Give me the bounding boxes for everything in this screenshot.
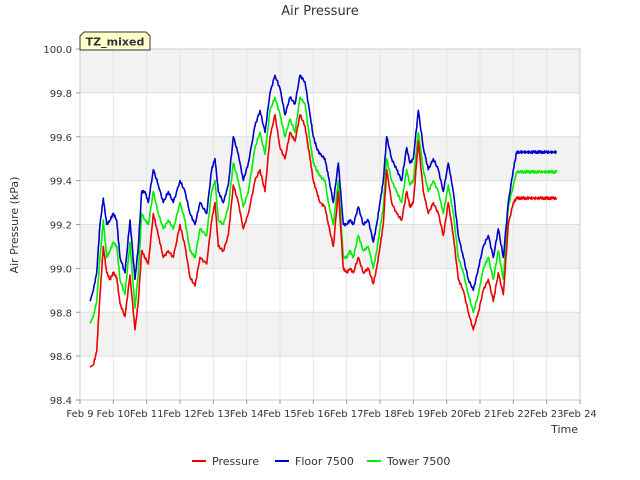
- series-line-pressure: [89, 114, 558, 368]
- plot-background-bands: [80, 49, 580, 357]
- tz-badge: TZ_mixed: [79, 31, 151, 51]
- y-tick-label: 99.8: [50, 89, 72, 100]
- y-tick-label: 98.4: [50, 396, 72, 407]
- x-tick-label: Feb 14: [230, 409, 264, 420]
- y-tick-label: 99.0: [50, 264, 72, 275]
- x-tick-label: Feb 19: [397, 409, 431, 420]
- x-tick-label: Feb 16: [297, 409, 331, 420]
- legend-label: Pressure: [212, 455, 259, 468]
- x-tick-label: Feb 22: [497, 409, 531, 420]
- legend-label: Tower 7500: [386, 455, 450, 468]
- x-tick-label: Feb 9: [66, 409, 93, 420]
- x-tick-label: Feb 21: [463, 409, 497, 420]
- y-tick-label: 99.2: [50, 221, 72, 232]
- series-line-floor-7500: [89, 74, 558, 302]
- background-band: [80, 312, 580, 357]
- chart-title: Air Pressure: [281, 4, 359, 19]
- x-tick-label: Feb 10: [97, 409, 131, 420]
- y-axis-ticks: 98.4 98.6 98.8 99.0 99.2 99.4 99.6 99.8 100.0: [43, 45, 80, 407]
- x-tick-label: Feb 20: [430, 409, 464, 420]
- y-tick-label: 99.4: [50, 177, 72, 188]
- x-tick-label: Feb 12: [163, 409, 197, 420]
- x-tick-label: Feb 23: [530, 409, 564, 420]
- background-band: [80, 136, 580, 181]
- x-tick-label: Feb 18: [363, 409, 397, 420]
- x-tick-label: Feb 13: [197, 409, 231, 420]
- x-tick-label: Feb 11: [130, 409, 164, 420]
- x-axis-ticks: Feb 9 Feb 10 Feb 11 Feb 12 Feb 13 Feb 14 Feb 1…: [66, 400, 597, 420]
- y-tick-label: 98.8: [50, 308, 72, 319]
- y-axis-label: Air Pressure (kPa): [8, 177, 21, 274]
- y-tick-label: 100.0: [43, 45, 72, 56]
- x-axis-label: Time: [550, 423, 578, 436]
- series-layer: [89, 74, 558, 368]
- y-tick-label: 99.6: [50, 133, 72, 144]
- x-tick-label: Feb 24: [563, 409, 597, 420]
- legend-label: Floor 7500: [295, 455, 354, 468]
- y-tick-label: 98.6: [50, 352, 72, 363]
- background-band: [80, 49, 580, 93]
- x-tick-label: Feb 15: [263, 409, 297, 420]
- tz-badge-label: TZ_mixed: [86, 36, 145, 49]
- legend: Pressure Floor 7500 Tower 7500: [192, 455, 450, 468]
- series-line-tower-7500: [89, 96, 558, 324]
- tz-badge-box: [79, 31, 151, 51]
- x-tick-label: Feb 17: [330, 409, 364, 420]
